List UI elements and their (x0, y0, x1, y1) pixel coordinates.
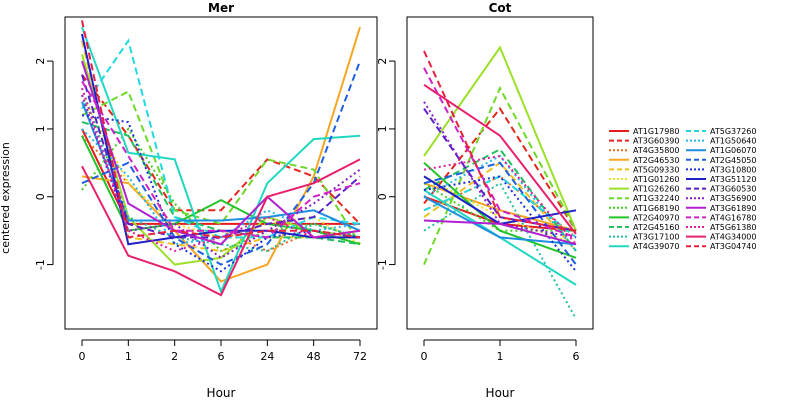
legend-label: AT3G61890 (710, 204, 756, 213)
legend-label: AT4G16780 (710, 213, 756, 222)
panel-mer: Mer Hour 0 1 2 6 24 48 72 -1 0 1 2 (34, 1, 378, 400)
series-line-at1g68190 (423, 182, 576, 232)
legend-label: AT1G01260 (633, 175, 679, 184)
plot-frame (64, 16, 378, 330)
legend-label: AT1G68190 (633, 204, 679, 213)
legend-label: AT2G45050 (710, 156, 756, 165)
axis-layer: 0 1 2 6 24 48 72 -1 0 1 2 (34, 58, 367, 363)
x-tick-label: 1 (125, 350, 132, 363)
x-tick-label: 72 (353, 350, 367, 363)
y-tick-label: 1 (376, 125, 389, 132)
series-line-at3g60530 (81, 74, 361, 239)
legend-label: AT5G61380 (710, 223, 756, 232)
series-line-at3g10800 (423, 175, 577, 272)
series-line-at1g06070 (81, 101, 361, 232)
series-line-at1g32240 (81, 90, 361, 245)
legend-label: AT1G06070 (710, 146, 756, 155)
series-line-at4g16780 (423, 67, 577, 239)
y-tick-label: -1 (34, 259, 47, 270)
x-tick-label: 0 (79, 350, 86, 363)
y-tick-label: 2 (34, 58, 47, 65)
series-line-at1g06070 (423, 195, 577, 246)
legend-label: AT1G32240 (633, 194, 679, 203)
series-line-at1g68190 (81, 127, 361, 253)
series-line-at3g04740 (423, 50, 577, 232)
series-line-at4g39070 (81, 26, 361, 295)
x-tick-label: 6 (218, 350, 225, 363)
series-layer (81, 20, 361, 297)
y-tick-label: 2 (376, 58, 389, 65)
legend-label: AT3G56900 (710, 194, 756, 203)
legend-label: AT3G60530 (710, 185, 756, 194)
series-line-at1g50640 (81, 128, 361, 246)
legend-label: AT3G60390 (633, 137, 679, 146)
series-line-at4g34000 (81, 158, 361, 297)
x-tick-label: 2 (171, 350, 178, 363)
series-line-at5g61380 (423, 154, 577, 245)
series-line-at1g26260 (423, 45, 577, 232)
x-tick-label: 24 (260, 350, 274, 363)
legend-label: AT2G40970 (633, 213, 679, 222)
legend-label: AT4G39070 (633, 242, 679, 251)
panel-title: Cot (489, 1, 512, 15)
series-line-at4g16780 (81, 80, 361, 239)
legend: AT1G17980AT3G60390AT4G35800AT2G46530AT5G… (609, 127, 756, 251)
x-tick-label: 48 (307, 350, 321, 363)
series-line-at5g37260 (423, 175, 577, 239)
axis-layer: 0 1 6 -1 0 1 2 (376, 58, 580, 363)
legend-label: AT3G10800 (710, 165, 756, 174)
x-tick-label: 6 (573, 350, 580, 363)
legend-label: AT5G37260 (710, 127, 756, 136)
legend-label: AT3G17100 (633, 233, 679, 242)
series-line-at3g60390 (423, 106, 577, 232)
series-line-at4g34000 (423, 83, 577, 235)
series-line-at3g04740 (81, 20, 361, 239)
y-tick-label: 0 (376, 193, 389, 200)
x-tick-label: 1 (497, 350, 504, 363)
series-line-at4g35800 (81, 135, 361, 253)
legend-label: AT5G09330 (633, 165, 679, 174)
legend-label: AT2G45160 (633, 223, 679, 232)
y-axis-label: centered expression (0, 142, 12, 254)
series-line-at3g61890 (81, 60, 361, 246)
legend-label: AT2G46530 (633, 156, 679, 165)
legend-label: AT4G34000 (710, 233, 756, 242)
legend-label: AT1G50640 (710, 137, 756, 146)
series-line-at1g32240 (423, 85, 577, 265)
y-tick-label: 1 (34, 125, 47, 132)
series-layer (423, 45, 577, 320)
series-line-at3g56900 (81, 94, 361, 259)
x-axis-label: Hour (486, 386, 515, 400)
legend-label: AT1G17980 (633, 127, 679, 136)
x-axis-label: Hour (207, 386, 236, 400)
series-line-at1g50640 (423, 154, 577, 252)
y-tick-label: -1 (376, 259, 389, 270)
series-line-at2g46530 (81, 26, 361, 283)
series-line-at3g61890 (423, 219, 577, 246)
series-line-at2g45050 (423, 161, 577, 266)
legend-label: AT3G51120 (710, 175, 756, 184)
series-line-at3g17100 (81, 87, 361, 253)
y-tick-label: 0 (34, 193, 47, 200)
series-line-at3g56900 (423, 101, 577, 239)
panel-cot: Cot Hour 0 1 6 -1 0 1 2 (376, 1, 594, 400)
series-line-at3g60390 (81, 74, 361, 225)
panel-title: Mer (208, 1, 234, 15)
legend-label: AT1G26260 (633, 185, 679, 194)
x-tick-label: 0 (421, 350, 428, 363)
plot-frame (406, 16, 594, 330)
legend-label: AT3G04740 (710, 242, 756, 251)
legend-label: AT4G35800 (633, 146, 679, 155)
